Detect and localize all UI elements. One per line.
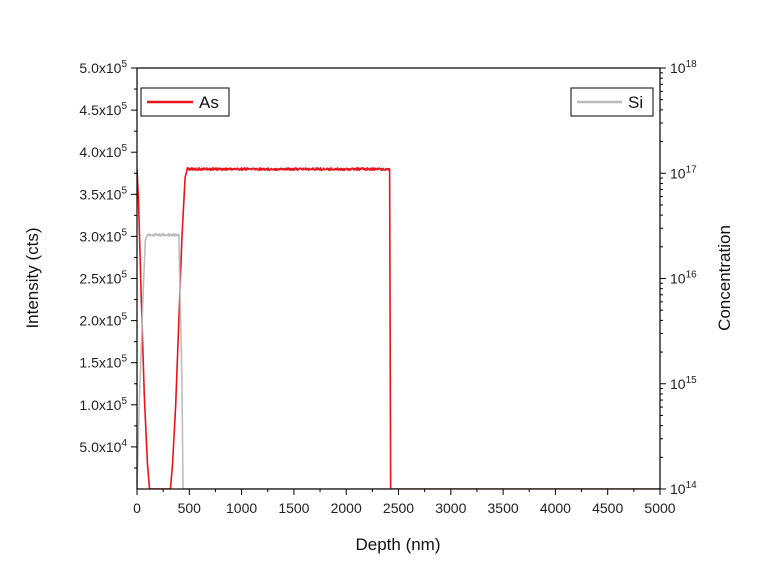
- x-tick-label-5: 2500: [383, 500, 414, 516]
- x-tick-label-8: 4000: [540, 500, 571, 516]
- y2-tick-base-2: 10: [670, 271, 686, 287]
- plot-frame: [136, 67, 661, 490]
- y-tick-exponent-7: 5: [121, 143, 127, 154]
- y2-tick-label-0: 1014: [670, 480, 697, 497]
- x-tick-label-1: 500: [178, 500, 202, 516]
- y-tick-mantissa-3: 2.0x10: [79, 313, 121, 329]
- plot-area: [136, 67, 661, 490]
- x-tick-label-9: 4500: [592, 500, 623, 516]
- y-tick-mantissa-2: 1.5x10: [79, 355, 121, 371]
- y-tick-mantissa-6: 3.5x10: [79, 186, 121, 202]
- x-tick-label-6: 3000: [435, 500, 466, 516]
- legend-as: As: [140, 87, 230, 117]
- y-tick-label-4: 2.5x105: [79, 270, 127, 287]
- y-tick-label-7: 4.0x105: [79, 143, 127, 160]
- series-si-line: [137, 232, 660, 489]
- y-tick-label-3: 2.0x105: [79, 312, 127, 329]
- y-tick-exponent-6: 5: [121, 185, 127, 196]
- x-tick-label-0: 0: [133, 500, 141, 516]
- y-tick-exponent-9: 5: [121, 59, 127, 70]
- y-tick-mantissa-1: 1.0x10: [79, 397, 121, 413]
- y2-axis-title: Concentration: [715, 225, 734, 331]
- y2-tick-base-4: 10: [670, 60, 686, 76]
- y2-tick-base-1: 10: [670, 376, 686, 392]
- y-tick-mantissa-5: 3.0x10: [79, 228, 121, 244]
- y-tick-exponent-8: 5: [121, 101, 127, 112]
- legend-si: Si: [570, 87, 654, 117]
- y2-tick-base-0: 10: [670, 481, 686, 497]
- x-axis: 0 500 1000 1500 2000 2500 3000 3500 4000 4500 5000: [133, 489, 676, 516]
- y-tick-label-5: 3.0x105: [79, 227, 127, 244]
- y-tick-mantissa-9: 5.0x10: [79, 60, 121, 76]
- x-tick-label-2: 1000: [226, 500, 257, 516]
- y2-tick-label-1: 1015: [670, 375, 697, 392]
- y-tick-label-0: 5.0x104: [79, 438, 127, 455]
- y-axis-left: 5.0x1041.0x1051.5x1052.0x1052.5x1053.0x1…: [79, 59, 137, 469]
- legend-si-label: Si: [628, 93, 643, 112]
- y-axis-title: Intensity (cts): [23, 227, 42, 328]
- x-tick-label-7: 3500: [488, 500, 519, 516]
- y-tick-label-8: 4.5x105: [79, 101, 127, 118]
- y-tick-label-1: 1.0x105: [79, 396, 127, 413]
- y-tick-mantissa-4: 2.5x10: [79, 271, 121, 287]
- x-axis-title: Depth (nm): [355, 535, 440, 554]
- x-tick-label-10: 5000: [644, 500, 675, 516]
- y2-tick-label-2: 1016: [670, 270, 697, 287]
- series-layer: [137, 167, 660, 489]
- x-tick-label-3: 1500: [278, 500, 309, 516]
- y2-tick-exponent-2: 16: [686, 270, 698, 281]
- y-tick-label-9: 5.0x105: [79, 59, 127, 76]
- y-tick-label-6: 3.5x105: [79, 185, 127, 202]
- y-tick-exponent-2: 5: [121, 354, 127, 365]
- y-tick-exponent-0: 4: [121, 438, 127, 449]
- y-tick-exponent-1: 5: [121, 396, 127, 407]
- y-tick-exponent-4: 5: [121, 270, 127, 281]
- y2-tick-exponent-4: 18: [686, 59, 698, 70]
- y2-tick-exponent-3: 17: [686, 164, 698, 175]
- y-tick-exponent-3: 5: [121, 312, 127, 323]
- y-tick-mantissa-8: 4.5x10: [79, 102, 121, 118]
- y-tick-mantissa-0: 5.0x10: [79, 439, 121, 455]
- legend-as-label: As: [199, 93, 219, 112]
- y-tick-exponent-5: 5: [121, 227, 127, 238]
- x-tick-label-4: 2000: [331, 500, 362, 516]
- y2-tick-label-3: 1017: [670, 164, 697, 181]
- y2-tick-label-4: 1018: [670, 59, 697, 76]
- y-tick-mantissa-7: 4.0x10: [79, 144, 121, 160]
- y2-tick-base-3: 10: [670, 165, 686, 181]
- y-tick-label-2: 1.5x105: [79, 354, 127, 371]
- series-as-line: [137, 167, 660, 489]
- y2-tick-exponent-1: 15: [686, 375, 698, 386]
- y2-tick-exponent-0: 14: [686, 480, 698, 491]
